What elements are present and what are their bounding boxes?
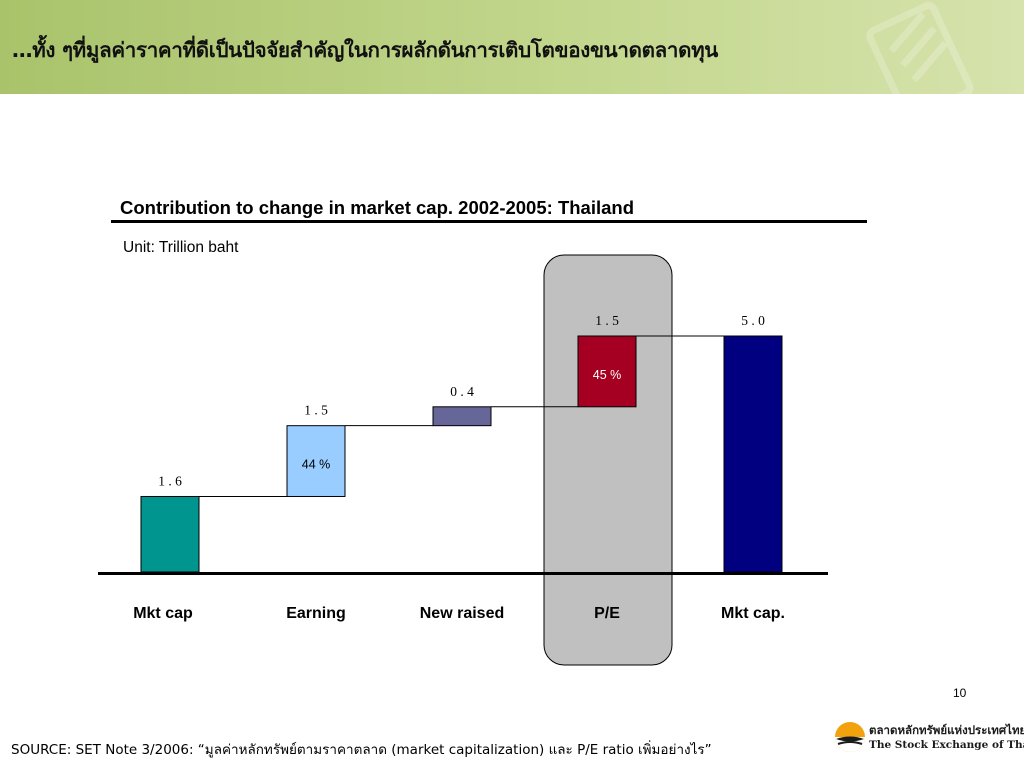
logo-english-name: The Stock Exchange of Thailand [869,739,1024,751]
chart-title: Contribution to change in market cap. 20… [120,197,634,218]
category-label-new-raised: New raised [420,605,504,622]
value-label-p-e: 1 . 5 [595,313,619,328]
percent-label-earning: 44 % [302,458,331,472]
value-label-mkt-cap: 5 . 0 [741,313,765,328]
x-axis-baseline [98,572,828,575]
value-label-new-raised: 0 . 4 [450,384,474,399]
page-number: 10 [953,686,967,700]
bar-p-e [577,335,637,408]
chart-unit-label: Unit: Trillion baht [123,239,239,256]
source-note: SOURCE: SET Note 3/2006: “มูลค่าหลักทรัพ… [11,742,712,758]
logo-thai-name: ตลาดหลักทรัพย์แห่งประเทศไทย [869,723,1024,737]
percent-label-p-e: 45 % [593,368,622,382]
bar-mkt-cap [140,495,200,573]
value-label-earning: 1 . 5 [304,403,328,418]
set-logo-icon [835,722,865,752]
slide-title: …ทั้ง ๆที่มูลค่าราคาที่ดีเป็นปัจจัยสำคัญ… [12,38,719,62]
bar-new-raised [432,406,492,427]
waterfall-chart: Contribution to change in market cap. 20… [98,197,867,666]
chart-title-rule [111,220,867,223]
document-icon [866,1,974,94]
value-label-mkt-cap: 1 . 6 [158,473,182,488]
bar-earning [286,425,346,497]
bar-mkt-cap [723,335,783,573]
category-label-earning: Earning [286,605,346,622]
category-label-mkt-cap: Mkt cap. [721,605,785,622]
header-band: …ทั้ง ๆที่มูลค่าราคาที่ดีเป็นปัจจัยสำคัญ… [0,0,1024,94]
category-label-p-e: P/E [594,605,620,622]
category-label-mkt-cap: Mkt cap [133,605,193,622]
pe-highlight-panel [543,254,673,666]
